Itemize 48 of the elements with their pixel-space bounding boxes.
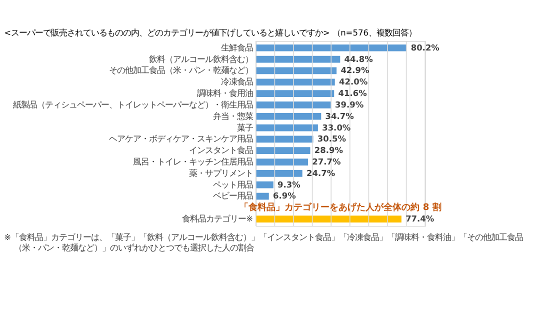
- y-tick-label: 菓子: [237, 122, 254, 132]
- bar: [256, 136, 314, 143]
- data-label: 77.4%: [406, 214, 434, 224]
- bar: [256, 181, 274, 188]
- y-tick-label: 薬・サプリメント: [189, 168, 254, 178]
- data-label: 41.6%: [338, 88, 367, 98]
- y-tick-label: インスタント食品: [189, 145, 254, 156]
- data-label: 27.7%: [312, 156, 341, 166]
- bar: [256, 90, 334, 97]
- y-tick-label: 食料品カテゴリー※: [182, 214, 254, 224]
- data-label: 24.7%: [306, 168, 336, 178]
- y-tick-label: 調味料・食用油: [197, 88, 254, 98]
- y-tick-label: ペット用品: [213, 179, 254, 190]
- y-tick-label: ヘアケア・ボディケア・スキンケア用品: [109, 134, 254, 144]
- y-tick-label: 生鮮食品: [221, 42, 254, 52]
- text: （米・パン・乾麺など）」のいずれかひとつでも選択した人の割合: [14, 242, 254, 253]
- bar: [256, 112, 322, 120]
- data-label: 42.9%: [340, 65, 370, 76]
- y-tick-label: 飲料（アルコール飲料含む）: [149, 54, 254, 64]
- chart-title: <スーパーで販売されているものの内、どのカテゴリーが値下げしていると嬉しいですか> （n=576、複数回答）: [4, 28, 416, 38]
- bar: [256, 147, 310, 154]
- bar: [256, 102, 331, 108]
- bar: [256, 56, 340, 63]
- annotation: 「食料品」カテゴリーをあげた人が全体の約 8 割: [240, 202, 442, 214]
- y-tick-label: 弁当・惣菜: [213, 110, 254, 121]
- bar: [256, 67, 337, 74]
- data-label: 28.9%: [314, 145, 343, 156]
- data-label: 44.8%: [344, 54, 373, 64]
- data-label: 42.0%: [339, 76, 368, 87]
- data-label: 34.7%: [325, 110, 354, 121]
- data-label: 6.9%: [273, 190, 296, 201]
- data-label: 9.3%: [278, 179, 300, 190]
- data-label: 80.2%: [410, 42, 440, 52]
- bar: [256, 158, 308, 166]
- y-tick-label: ベビー用品: [213, 190, 254, 201]
- data-label: 39.9%: [335, 99, 364, 110]
- y-tick-label: 冷凍食品: [221, 76, 254, 87]
- bar: [256, 44, 407, 52]
- bar: [256, 192, 269, 200]
- data-label: 33.0%: [322, 122, 351, 132]
- bar: [256, 78, 335, 86]
- text: ※「食料品」カテゴリーは、「菓子」「飲料（アルコール飲料含む）」「インスタント食品」「冷凍食品」「調味料・食料油」「その他加工食品: [4, 232, 524, 242]
- bar: [256, 124, 318, 132]
- bar: [256, 170, 302, 177]
- y-tick-label: その他加工食品（米・パン・乾麺など）: [109, 65, 254, 76]
- y-tick-label: 紙製品（ティシュペーパー、トイレットペーパーなど）・衛生用品: [13, 99, 254, 110]
- y-tick-label: 風呂・トイレ・キッチン住居用品: [133, 156, 254, 166]
- data-label: 30.5%: [317, 134, 346, 144]
